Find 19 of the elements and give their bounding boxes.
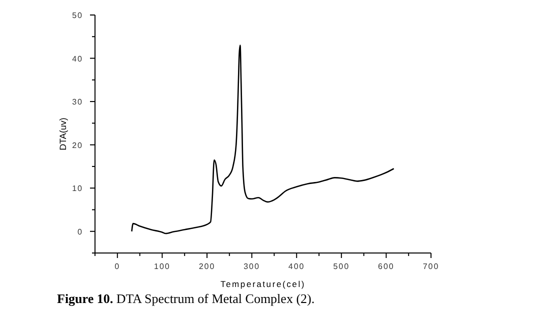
caption: Figure 10. [57, 291, 114, 306]
y-tick-label: 20 [72, 140, 83, 150]
y-axis-title: DTA(uv) [58, 118, 68, 150]
line-series [131, 44, 394, 234]
x-tick-label: 400 [288, 262, 305, 271]
x-tick-label: 300 [244, 262, 260, 271]
x-tick-label: 500 [333, 262, 350, 271]
y-tick-label: 40 [72, 54, 83, 64]
x-tick-label: 600 [378, 262, 394, 271]
x-tick-label: 700 [422, 262, 440, 271]
y-tick-label: 10 [72, 184, 83, 194]
x-axis-title: Temperature(cel) [220, 279, 306, 289]
x-tick-label: 100 [154, 262, 170, 271]
x-tick-label: 200 [198, 262, 216, 271]
y-tick-label: 50 [72, 11, 83, 20]
x-tick-label: 0 [114, 262, 120, 271]
text: DTA Spectrum of Metal Complex (2). [113, 291, 315, 306]
y-tick-label: 30 [72, 98, 83, 107]
y-tick-label: 0 [78, 227, 83, 236]
